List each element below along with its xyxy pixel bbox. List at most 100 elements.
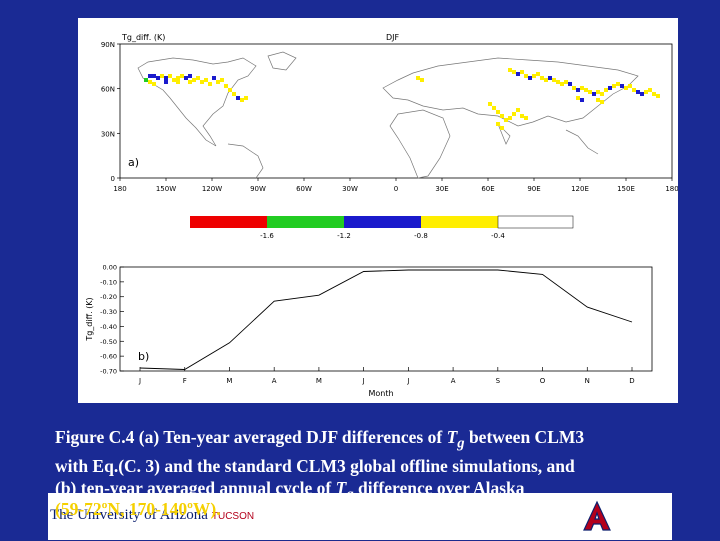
lat-tick-label: 0	[111, 175, 115, 183]
y-tick-label: -0.50	[100, 338, 117, 346]
colorbar-swatch	[344, 216, 421, 228]
x-tick-label: A	[451, 377, 456, 385]
y-tick-label: -0.70	[100, 368, 117, 376]
colorbar-swatch	[267, 216, 344, 228]
anomaly-cell	[508, 116, 512, 120]
anomaly-cell	[620, 84, 624, 88]
y-tick-label: -0.20	[100, 293, 117, 301]
anomaly-cell	[488, 102, 492, 106]
anomaly-cell	[184, 76, 188, 80]
y-tick-label: 0.00	[103, 264, 117, 272]
anomaly-cell	[188, 80, 192, 84]
continent-outlines	[137, 51, 639, 179]
anomaly-cell	[528, 76, 532, 80]
anomaly-cell	[508, 68, 512, 72]
university-wordmark: The University of Arizona TUCSON	[50, 507, 254, 524]
university-name: The University of Arizona	[50, 507, 208, 523]
anomaly-cell	[632, 88, 636, 92]
anomaly-cell	[596, 98, 600, 102]
anomaly-cell	[560, 82, 564, 86]
south-america-outline	[227, 143, 264, 179]
chart-yticks: 0.00 -0.10 -0.20 -0.30 -0.40 -0.50 -0.60 -0.70	[100, 264, 124, 376]
anomaly-cell	[532, 74, 536, 78]
anomaly-cell	[156, 76, 160, 80]
lon-tick-label: 60W	[296, 185, 312, 193]
anomaly-cell	[240, 98, 244, 102]
lon-tick-label: 90W	[250, 185, 266, 193]
anomaly-cell	[544, 78, 548, 82]
tg-subscript-1: g	[457, 435, 465, 452]
anomaly-cell	[176, 76, 180, 80]
series-line	[139, 269, 633, 370]
anomaly-cell	[516, 72, 520, 76]
caption-text-3b: difference over Alaska	[353, 477, 525, 498]
anomaly-cell	[608, 86, 612, 90]
anomaly-cell	[192, 78, 196, 82]
y-tick-label: -0.10	[100, 278, 117, 286]
colorbar-label: -1.2	[337, 232, 351, 240]
y-tick-label: -0.40	[100, 323, 117, 331]
x-tick-label: N	[585, 377, 590, 385]
anomaly-cell	[228, 88, 232, 92]
anomaly-cell	[148, 74, 152, 78]
anomaly-cell	[196, 76, 200, 80]
lon-tick-label: 60E	[481, 185, 494, 193]
colorbar-label: -0.8	[414, 232, 428, 240]
anomaly-cell	[180, 74, 184, 78]
anomaly-cell	[224, 84, 228, 88]
chart-panel-label: b)	[138, 350, 149, 363]
map-ylabel: Tg_diff. (K)	[121, 33, 165, 42]
map-panel: Tg_diff. (K) DJF a) 90N 60N 30N 0 180 150W 12…	[101, 33, 679, 193]
anomaly-cell	[536, 72, 540, 76]
anomaly-cell	[552, 78, 556, 82]
map-lon-ticks: 180 150W 120W 90W 60W 30W 0 30E 60E 90E 120E 150E 18…	[113, 178, 679, 193]
anomaly-cell	[644, 90, 648, 94]
anomaly-cell	[596, 90, 600, 94]
anomaly-cell	[236, 96, 240, 100]
anomaly-cell	[576, 96, 580, 100]
anomaly-cell	[188, 74, 192, 78]
anomaly-cell	[636, 90, 640, 94]
africa-outline	[389, 109, 451, 179]
anomaly-cell	[160, 74, 164, 78]
anomaly-cell	[648, 88, 652, 92]
anomaly-cell	[208, 82, 212, 86]
logo-a-icon	[580, 500, 614, 532]
anomaly-cell	[612, 84, 616, 88]
lat-tick-label: 60N	[101, 86, 115, 94]
y-tick-label: -0.60	[100, 353, 117, 361]
map-season-label: DJF	[386, 33, 400, 42]
lon-tick-label: 150E	[617, 185, 635, 193]
anomaly-cell	[572, 86, 576, 90]
anomaly-cell	[600, 92, 604, 96]
anomaly-cell	[556, 80, 560, 84]
anomaly-cell	[616, 82, 620, 86]
anomaly-cell	[164, 80, 168, 84]
anomaly-cell	[496, 110, 500, 114]
anomaly-cell	[588, 90, 592, 94]
x-tick-label: D	[629, 377, 634, 385]
anomaly-cell	[624, 86, 628, 90]
colorbar: -1.6 -1.2 -0.8 -0.4	[190, 215, 574, 240]
x-tick-label: M	[226, 377, 232, 385]
x-tick-label: F	[183, 377, 187, 385]
chart-xlabel: Month	[368, 389, 393, 398]
north-america-outline	[137, 57, 257, 147]
anomaly-cell	[576, 88, 580, 92]
x-tick-label: O	[540, 377, 546, 385]
map-lat-ticks: 90N 60N 30N 0	[101, 41, 120, 183]
caption-text-1a: Figure C.4 (a) Ten-year averaged DJF dif…	[55, 427, 447, 447]
anomaly-cell	[168, 74, 172, 78]
footer-banner: The University of Arizona TUCSON	[48, 493, 672, 540]
anomaly-cell	[204, 78, 208, 82]
anomaly-cell	[584, 88, 588, 92]
anomaly-cell	[216, 80, 220, 84]
anomaly-cell	[232, 92, 236, 96]
caption-text-1b: between CLM3	[464, 427, 585, 447]
lon-tick-label: 30W	[342, 185, 358, 193]
anomaly-cell	[540, 76, 544, 80]
chart-frame	[119, 266, 653, 372]
colorbar-label: -0.4	[491, 232, 505, 240]
caption-text-3a: (b) ten-year averaged annual cycle of	[55, 477, 336, 498]
map-panel-label: a)	[128, 156, 139, 169]
